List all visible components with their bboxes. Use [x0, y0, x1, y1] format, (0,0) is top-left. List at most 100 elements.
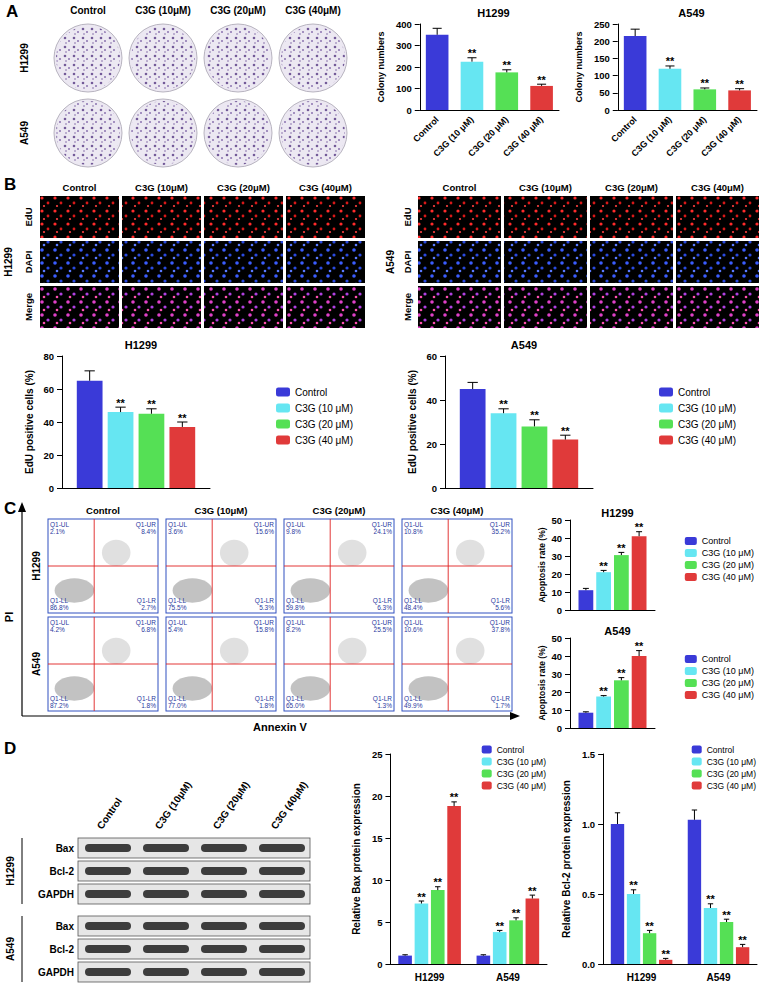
svg-text:C3G (40 μM): C3G (40 μM) — [497, 781, 546, 791]
svg-text:0.0: 0.0 — [582, 959, 595, 970]
svg-text:C3G (20 μM): C3G (20 μM) — [497, 769, 546, 779]
svg-text:A549: A549 — [31, 652, 42, 676]
svg-text:**: ** — [635, 521, 644, 533]
svg-text:**: ** — [666, 55, 675, 67]
svg-text:Bax: Bax — [56, 921, 75, 932]
svg-text:**: ** — [735, 78, 744, 90]
svg-text:10.8%: 10.8% — [404, 528, 423, 535]
svg-text:C3G (10 μM): C3G (10 μM) — [702, 666, 754, 676]
svg-text:0: 0 — [557, 723, 562, 734]
svg-text:**: ** — [599, 560, 608, 572]
svg-text:15: 15 — [372, 833, 383, 844]
svg-text:**: ** — [433, 876, 442, 888]
svg-text:C3G (10 μM): C3G (10 μM) — [678, 403, 736, 414]
svg-text:H1299: H1299 — [31, 551, 42, 581]
svg-text:10: 10 — [551, 705, 562, 716]
svg-text:Control: Control — [443, 182, 477, 193]
svg-text:48.4%: 48.4% — [404, 604, 423, 611]
svg-text:Control: Control — [702, 654, 731, 664]
svg-text:9.8%: 9.8% — [286, 528, 301, 535]
svg-text:A: A — [6, 2, 18, 21]
svg-text:5: 5 — [377, 917, 383, 928]
svg-text:Bax: Bax — [56, 843, 75, 854]
svg-text:**: ** — [738, 934, 747, 946]
svg-text:H1299: H1299 — [19, 43, 30, 73]
svg-text:0: 0 — [406, 105, 411, 116]
svg-text:C3G (40μM): C3G (40μM) — [691, 182, 744, 193]
svg-text:C3G (10 μM): C3G (10 μM) — [707, 757, 756, 767]
svg-text:20: 20 — [426, 439, 437, 450]
svg-text:H1299: H1299 — [415, 972, 445, 983]
svg-text:**: ** — [722, 909, 731, 921]
svg-text:A549: A549 — [604, 625, 630, 637]
svg-text:Apoptosis rate (%): Apoptosis rate (%) — [537, 645, 547, 720]
svg-text:20: 20 — [551, 687, 562, 698]
svg-text:6.8%: 6.8% — [141, 626, 156, 633]
svg-text:5.6%: 5.6% — [495, 604, 510, 611]
svg-text:**: ** — [528, 885, 537, 897]
svg-text:1.7%: 1.7% — [495, 702, 510, 709]
svg-text:Bcl-2: Bcl-2 — [50, 944, 75, 955]
svg-text:GAPDH: GAPDH — [38, 889, 74, 900]
svg-text:Colony numbers: Colony numbers — [376, 31, 386, 102]
svg-text:C3G (20μM): C3G (20μM) — [217, 182, 270, 193]
svg-text:C: C — [4, 499, 16, 518]
svg-text:C3G (20 μM): C3G (20 μM) — [707, 769, 756, 779]
svg-text:C3G (40 μM): C3G (40 μM) — [702, 690, 754, 700]
svg-text:Control: Control — [70, 5, 106, 16]
svg-text:37.8%: 37.8% — [492, 626, 511, 633]
svg-text:Control: Control — [678, 387, 710, 398]
svg-text:Control: Control — [63, 182, 97, 193]
svg-text:100: 100 — [594, 70, 610, 81]
svg-text:0: 0 — [377, 959, 382, 970]
svg-text:**: ** — [503, 59, 512, 71]
svg-text:**: ** — [147, 398, 156, 410]
svg-text:C3G (40 μM): C3G (40 μM) — [699, 114, 743, 158]
svg-text:86.8%: 86.8% — [50, 604, 69, 611]
svg-text:10.6%: 10.6% — [404, 626, 423, 633]
svg-text:200: 200 — [396, 62, 412, 73]
svg-text:Apoptosis rate (%): Apoptosis rate (%) — [537, 527, 547, 602]
svg-text:**: ** — [561, 425, 570, 437]
svg-text:40: 40 — [551, 533, 562, 544]
svg-text:59.8%: 59.8% — [286, 604, 305, 611]
svg-text:Control: Control — [411, 114, 441, 144]
svg-text:**: ** — [599, 685, 608, 697]
svg-text:Control: Control — [497, 745, 525, 755]
svg-text:Control: Control — [609, 114, 639, 144]
svg-text:15.6%: 15.6% — [256, 528, 275, 535]
svg-text:Bcl-2: Bcl-2 — [50, 866, 75, 877]
svg-text:0: 0 — [432, 483, 437, 494]
svg-text:H1299: H1299 — [477, 7, 509, 19]
svg-text:C3G (20μM): C3G (20μM) — [211, 779, 252, 831]
svg-text:EdU: EdU — [402, 207, 413, 226]
svg-text:300: 300 — [396, 40, 412, 51]
svg-text:4.2%: 4.2% — [50, 626, 65, 633]
svg-text:Control: Control — [95, 796, 125, 832]
svg-text:D: D — [4, 739, 16, 758]
svg-text:C3G (10μM): C3G (10μM) — [135, 5, 191, 16]
svg-text:C3G (20 μM): C3G (20 μM) — [702, 560, 754, 570]
svg-text:C3G (10μM): C3G (10μM) — [135, 182, 188, 193]
svg-text:40: 40 — [551, 651, 562, 662]
svg-text:6.3%: 6.3% — [377, 604, 392, 611]
svg-text:A549: A549 — [5, 937, 16, 961]
svg-text:80: 80 — [43, 351, 54, 362]
svg-text:20: 20 — [43, 450, 54, 461]
svg-text:**: ** — [512, 907, 521, 919]
svg-text:C3G (10μM): C3G (10μM) — [195, 505, 248, 516]
svg-text:Relative Bax protein expressio: Relative Bax protein expression — [351, 783, 362, 935]
svg-text:A549: A549 — [707, 972, 731, 983]
svg-text:C3G (40 μM): C3G (40 μM) — [702, 572, 754, 582]
svg-text:1.8%: 1.8% — [259, 702, 274, 709]
svg-text:65.0%: 65.0% — [286, 702, 305, 709]
svg-text:**: ** — [617, 667, 626, 679]
svg-text:1.8%: 1.8% — [141, 702, 156, 709]
svg-text:A549: A549 — [385, 250, 396, 274]
svg-text:30: 30 — [551, 669, 562, 680]
svg-text:77.0%: 77.0% — [168, 702, 187, 709]
svg-text:Control: Control — [702, 536, 731, 546]
svg-text:C3G (40μM): C3G (40μM) — [299, 182, 352, 193]
svg-text:**: ** — [116, 397, 125, 409]
svg-text:C3G (10 μM): C3G (10 μM) — [497, 757, 546, 767]
